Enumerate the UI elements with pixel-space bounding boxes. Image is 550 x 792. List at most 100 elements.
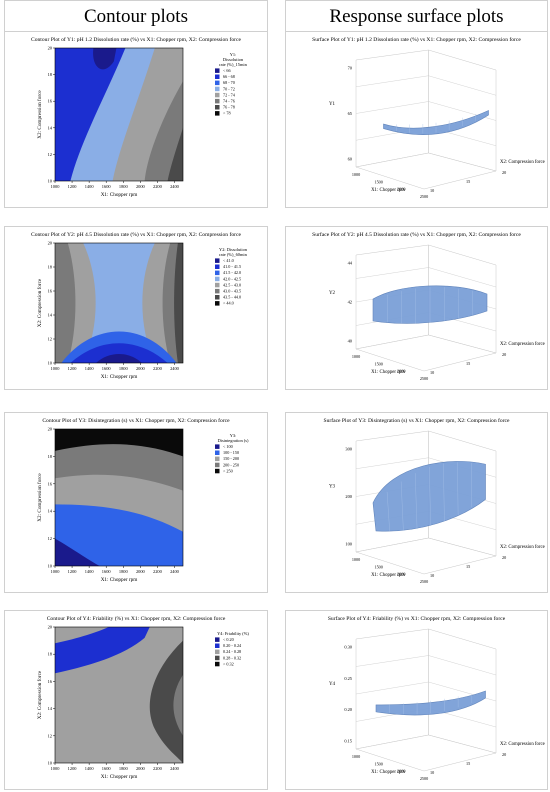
legend-swatch xyxy=(215,276,220,282)
y-tick-label: 18 xyxy=(48,265,53,270)
contour-plot-y2-svg: 1000 1200 1400 1600 1800 2000 2200 2400 10 12 14 16… xyxy=(36,241,248,381)
response-surface xyxy=(372,461,486,532)
legend-swatch xyxy=(215,264,220,269)
region-lt-66 xyxy=(93,48,117,70)
y-tick-label: 20 xyxy=(48,241,53,246)
chart-title: Contour Plot of Y3: Disintegration (s) v… xyxy=(42,418,230,424)
y-tick-label: 20 xyxy=(502,752,506,757)
legend-label: < 66 xyxy=(223,68,231,73)
x-tick-label: 1000 xyxy=(352,172,360,177)
y-tick-label: 15 xyxy=(466,361,470,366)
contour-plot-y1-svg: 1000 1200 1400 1600 1800 2000 2200 2400 10 12 14 16… xyxy=(36,46,248,199)
wall-grid-line xyxy=(355,681,429,695)
y-tick-label: 10 xyxy=(48,564,53,569)
y-tick-label: 20 xyxy=(48,46,53,51)
legend-label: > 44.0 xyxy=(223,301,234,306)
chart-title: Surface Plot of Y1: pH 1.2 Dissolution r… xyxy=(312,37,521,43)
y-tick-label: 15 xyxy=(466,761,470,766)
surface-plot-y2: Surface Plot of Y2: pH 4.5 Dissolution r… xyxy=(285,226,548,390)
legend-title: Dissolution xyxy=(223,57,244,62)
x-tick-label: 2500 xyxy=(420,579,428,584)
x-tick-label: 1000 xyxy=(352,557,360,562)
floor xyxy=(355,334,497,372)
region-lt-100 xyxy=(55,538,100,566)
x-tick-label: 2000 xyxy=(136,569,146,574)
x-axis-label: X1: Chopper rpm xyxy=(371,188,405,193)
z-tick-label: 44 xyxy=(348,261,353,266)
y-axis-label: X2: Compression force xyxy=(36,670,43,719)
y-axis-label: X2: Compression force xyxy=(36,90,43,139)
legend-label: 42.5 - 43.0 xyxy=(223,282,241,287)
legend-label: 0.28 - 0.32 xyxy=(223,655,241,660)
right-wall xyxy=(428,628,497,754)
y-tick-label: 10 xyxy=(430,770,434,775)
region-41-41.5 xyxy=(70,343,168,363)
wall-grid-line xyxy=(355,75,429,87)
x-axis-label: X1: Chopper rpm xyxy=(371,573,405,578)
legend-swatch xyxy=(215,468,220,474)
x-tick-label: 1200 xyxy=(68,366,78,371)
y-tick-label: 18 xyxy=(48,454,53,459)
chart-title: Surface Plot of Y4: Friability (%) vs X1… xyxy=(327,616,506,622)
y-tick-label: 10 xyxy=(48,761,53,766)
region-0.20-0.24 xyxy=(55,627,150,674)
x-tick-label: 1600 xyxy=(102,366,112,371)
z-tick-label: 40 xyxy=(348,339,353,344)
legend-label: 76 - 78 xyxy=(223,105,235,110)
x-tick-label: 2000 xyxy=(136,766,146,771)
x-tick-label: 2400 xyxy=(170,569,180,574)
x-tick-label: 2400 xyxy=(170,766,180,771)
x-tick-label: 1000 xyxy=(352,354,360,359)
plot-frame xyxy=(54,626,184,764)
z-axis-label: Y2 xyxy=(329,291,336,296)
legend-swatch xyxy=(215,288,220,294)
x-axis-label: X1: Chopper rpm xyxy=(101,374,138,380)
region-lt-41 xyxy=(96,354,142,363)
legend-title: Y3: xyxy=(230,433,237,438)
legend-label: < 100 xyxy=(223,444,233,449)
x-tick-label: 1800 xyxy=(119,184,129,189)
contour-plots-header: Contour plots xyxy=(4,0,268,34)
x-tick-label: 1000 xyxy=(51,366,61,371)
legend-label: 100 - 150 xyxy=(223,450,239,455)
z-tick-label: 65 xyxy=(348,111,353,116)
legend-swatch xyxy=(215,92,220,98)
x-tick-label: 1400 xyxy=(85,366,95,371)
left-wall xyxy=(355,49,429,168)
x-axis-label: X1: Chopper rpm xyxy=(101,192,138,198)
x-tick-label: 2200 xyxy=(153,569,163,574)
legend-label: 41.0 - 41.5 xyxy=(223,264,241,269)
wall-grid-line xyxy=(428,655,497,676)
floor xyxy=(355,537,497,575)
x-tick-label: 1800 xyxy=(119,569,129,574)
y-tick-label: 14 xyxy=(48,313,53,318)
y-tick-label: 12 xyxy=(48,536,52,541)
chart-title: Contour Plot of Y2: pH 4.5 Dissolution r… xyxy=(30,232,241,238)
y-tick-label: 15 xyxy=(466,179,470,184)
x-tick-label: 2200 xyxy=(153,184,163,189)
y-tick-label: 18 xyxy=(48,72,53,77)
plot-frame xyxy=(54,242,184,364)
surface-mesh-line xyxy=(443,463,445,522)
y-tick-label: 20 xyxy=(48,625,53,630)
legend-title: Y1: xyxy=(230,52,237,57)
x-tick-label: 1200 xyxy=(68,569,78,574)
x-axis-label: X1: Chopper rpm xyxy=(371,770,405,775)
x-tick-label: 2400 xyxy=(170,184,180,189)
x-tick-label: 2500 xyxy=(420,194,428,199)
x-tick-label: 1500 xyxy=(374,361,382,366)
y-tick-label: 12 xyxy=(48,337,52,342)
z-axis-label: Y3 xyxy=(329,485,336,490)
y-axis-label: X2: Compression force xyxy=(500,742,545,747)
legend-swatch xyxy=(215,450,220,455)
contour-regions xyxy=(55,243,183,363)
legend-swatch xyxy=(215,258,220,263)
z-tick-label: 0.15 xyxy=(344,739,352,744)
legend-swatch xyxy=(215,86,220,92)
region-0.28-0.32 xyxy=(149,640,183,763)
chart-title: Surface Plot of Y2: pH 4.5 Dissolution r… xyxy=(312,232,521,238)
y-tick-label: 14 xyxy=(48,706,53,711)
y-axis-label: X2: Compression force xyxy=(36,473,43,522)
z-axis-label: Y1 xyxy=(329,102,336,107)
x-tick-label: 2400 xyxy=(170,366,180,371)
